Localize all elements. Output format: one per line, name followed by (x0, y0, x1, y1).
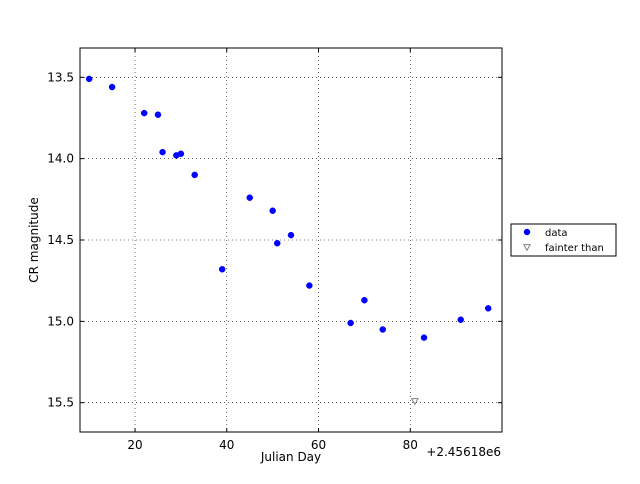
data-point (273, 240, 281, 247)
y-tick-label: 14.0 (47, 152, 74, 166)
data-point (287, 231, 295, 239)
grid-lines (80, 48, 502, 432)
data-point (347, 319, 354, 327)
data-point (85, 75, 93, 83)
x-axis-offset-label: +2.45618e6 (426, 445, 501, 459)
limit-point (410, 398, 419, 406)
y-tick-label: 13.5 (47, 70, 74, 84)
y-axis-title: CR magnitude (27, 197, 41, 282)
data-point (218, 266, 226, 273)
data-point (379, 326, 386, 333)
y-tick-label: 14.5 (47, 233, 74, 247)
x-axis-title: Julian Day (260, 450, 321, 464)
data-point (191, 171, 198, 179)
data-point (159, 148, 166, 156)
data-point (306, 282, 313, 289)
x-tick-label: 60 (311, 438, 326, 452)
y-tick-label: 15.0 (47, 314, 74, 328)
data-point (361, 296, 368, 304)
data-point (420, 334, 428, 341)
legend-label: fainter than (545, 243, 604, 254)
data-point (457, 316, 464, 323)
legend-label: data (545, 228, 568, 239)
x-tick-label: 40 (219, 438, 234, 452)
data-point (484, 305, 492, 312)
data-point (108, 83, 116, 91)
data-point (140, 109, 148, 117)
legend: data fainter than (510, 223, 617, 257)
data-point (154, 111, 162, 118)
legend-marker-data (523, 228, 531, 236)
data-point (246, 194, 253, 201)
x-tick-label: 20 (127, 438, 142, 452)
legend-marker-fainter-than (522, 244, 532, 252)
axis-ticks: 20 40 60 80 13.5 14.0 14.5 15.0 15.5 (47, 48, 502, 452)
x-tick-label: 80 (403, 438, 418, 452)
data-markers (85, 75, 492, 406)
data-point (269, 207, 276, 214)
legend-items: data fainter than (522, 228, 604, 254)
y-tick-label: 15.5 (47, 396, 74, 410)
data-point (177, 150, 185, 158)
